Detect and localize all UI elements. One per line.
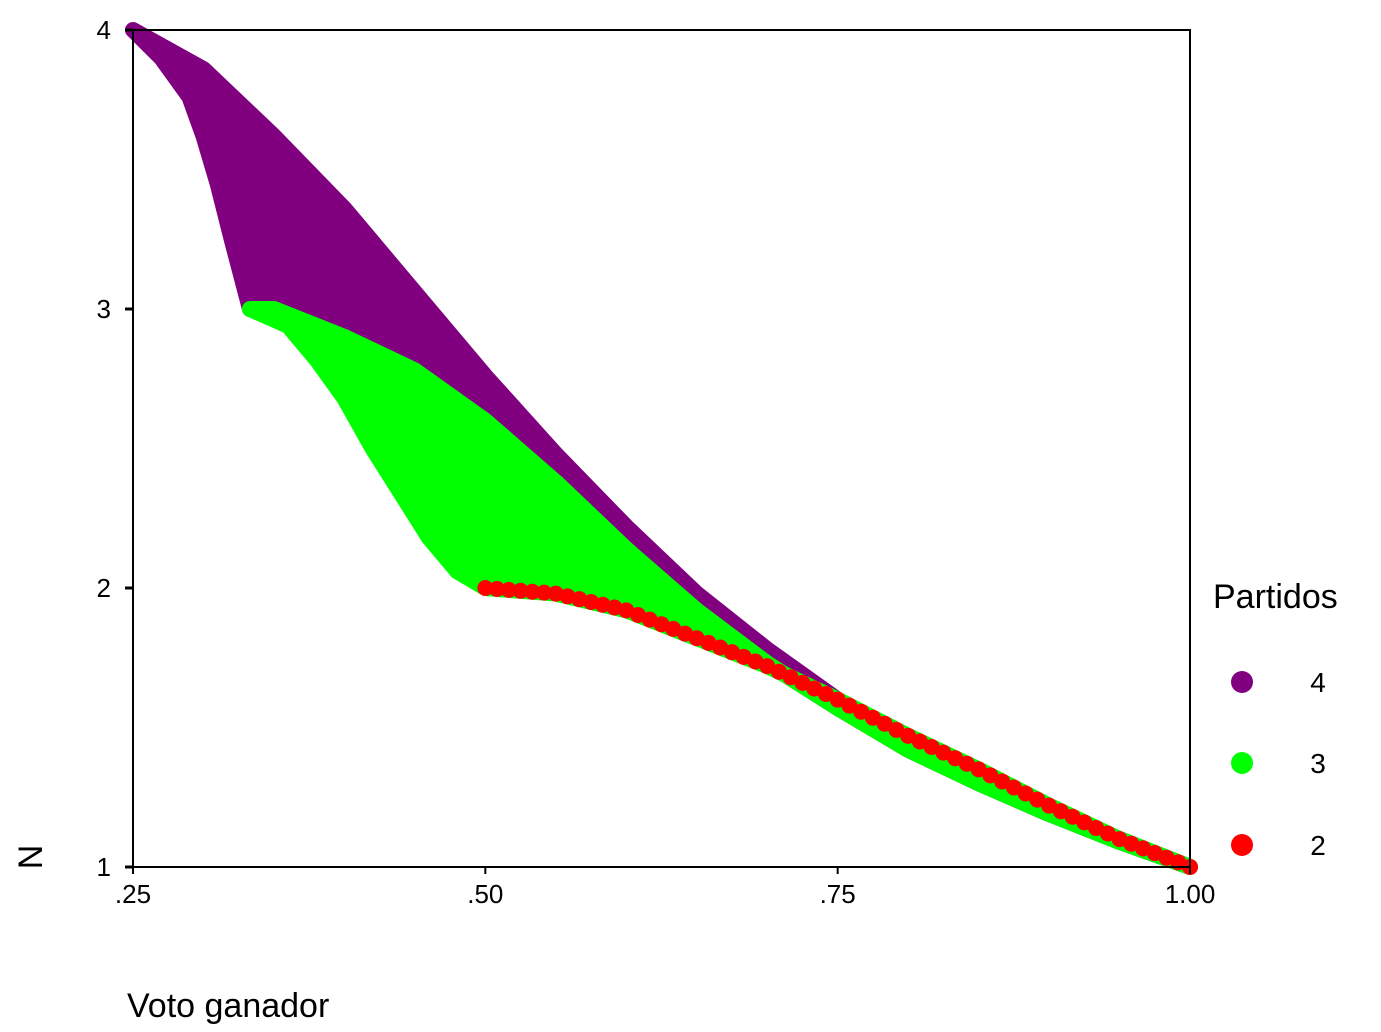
point-partidos-2 [876,715,893,732]
point-partidos-2 [524,583,541,600]
legend-label-4: 4 [1310,667,1326,698]
point-partidos-2 [994,773,1011,790]
region-partidos-3 [241,301,1198,875]
point-partidos-2 [536,584,553,601]
point-partidos-2 [512,582,529,599]
y-axis-title: N [12,845,50,870]
x-tick-label: .25 [115,879,151,909]
point-partidos-2 [500,581,517,598]
point-partidos-2 [489,580,506,597]
point-partidos-2 [982,767,999,784]
legend-label-3: 3 [1310,748,1326,779]
point-partidos-2 [1005,779,1022,796]
legend-label-2: 2 [1310,830,1326,861]
point-partidos-2 [1029,791,1046,808]
y-tick-label: 2 [97,573,111,603]
legend-marker-2 [1231,834,1253,856]
x-axis-title: Voto ganador [127,987,329,1025]
point-partidos-2 [477,580,494,596]
point-partidos-2 [888,721,905,738]
point-partidos-2 [829,691,846,708]
y-axis: 1 2 3 4 [97,15,133,882]
y-tick-label: 3 [97,294,111,324]
data-regions [125,22,1198,875]
point-partidos-2 [970,761,987,778]
legend: Partidos 4 3 2 [1213,578,1338,861]
x-axis: .25 .50 .75 1.00 [115,867,1215,909]
legend-marker-3 [1231,752,1253,774]
point-partidos-2 [1017,785,1034,802]
legend-marker-4 [1231,671,1253,693]
point-partidos-2 [841,697,858,714]
legend-title: Partidos [1213,578,1338,616]
x-tick-label: .75 [820,879,856,909]
data-points [477,580,1198,875]
plot-frame [132,29,1191,868]
y-tick-label: 4 [97,15,111,45]
point-partidos-2 [864,709,881,726]
x-tick-label: .50 [467,879,503,909]
y-tick-label: 1 [97,852,111,882]
region-partidos-4 [125,22,1198,875]
x-tick-label: 1.00 [1165,879,1216,909]
point-partidos-2 [853,703,870,720]
